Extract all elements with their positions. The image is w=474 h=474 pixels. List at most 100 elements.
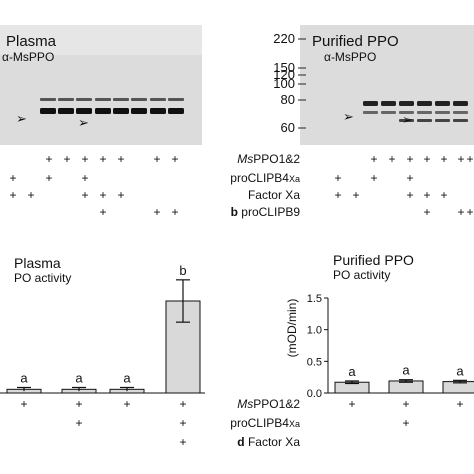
top-left-cell: +	[27, 188, 34, 202]
right-blot-arrow-2: ➢	[402, 112, 413, 127]
top-left-cell: +	[81, 171, 88, 185]
top-right-cell: +	[440, 152, 447, 166]
marker-label: 220	[273, 31, 295, 46]
chart-y-tick-label: 1.0	[307, 325, 322, 337]
top-left-cell: +	[99, 152, 106, 166]
top-condition-table: + + + + + + + + + + + + + + + + + + + + + + + + + + + + + + + + + + + +	[9, 152, 473, 219]
marker-label: 80	[281, 92, 295, 107]
right-blot-band-main	[417, 101, 432, 106]
label-main-part: proCLIPB4	[230, 171, 289, 185]
top-left-cell: +	[81, 188, 88, 202]
top-right-cell: +	[370, 171, 377, 185]
top-left-cell: +	[171, 152, 178, 166]
top-right-cell: +	[457, 205, 464, 219]
label-main-part: Factor Xa	[248, 435, 300, 449]
top-right-cell: +	[406, 188, 413, 202]
right-blot-band-main	[399, 101, 414, 106]
plasma-chart-title: Plasma	[14, 255, 61, 271]
left-blot-band-upper	[150, 98, 166, 101]
left-blot-band-main	[168, 108, 184, 114]
chart-significance-letter: a	[123, 370, 131, 385]
top-left-cell: +	[81, 152, 88, 166]
right-blot-band-cleaved	[399, 119, 414, 122]
purified-chart-title: Purified PPO	[333, 252, 414, 268]
left-blot-band-upper	[76, 98, 92, 101]
top-row-label: proCLIPB4Xa	[230, 171, 300, 185]
top-right-cell: +	[423, 205, 430, 219]
top-row-label: b proCLIPB9	[231, 205, 301, 219]
left-blot-top-shade	[0, 25, 202, 55]
right-blot-band-main	[363, 101, 378, 106]
left-blot-band-upper	[58, 98, 74, 101]
top-left-cell: +	[63, 152, 70, 166]
top-right-cell: +	[334, 171, 341, 185]
top-right-cell: +	[406, 152, 413, 166]
left-blot-band-upper	[95, 98, 111, 101]
label-italic-part: Ms	[237, 152, 253, 166]
left-blot-antibody: α-MsPPO	[2, 50, 54, 64]
right-blot-band-lower	[399, 111, 414, 114]
bottom-condition-table: + + + + + + + + + + +	[20, 397, 463, 449]
bottom-row-labels: MsPPO1&2 proCLIPB4Xa d Factor Xa	[230, 397, 300, 449]
top-right-cell: +	[457, 152, 464, 166]
label-main-part: proCLIPB4	[230, 416, 289, 430]
left-blot-band-main	[40, 108, 56, 114]
panel-letter: b	[231, 205, 242, 219]
top-right-cell: +	[423, 152, 430, 166]
chart-significance-letter: a	[348, 364, 356, 379]
panel-letter: d	[237, 435, 248, 449]
bottom-left-cell: +	[123, 397, 130, 411]
top-left-cell: +	[153, 152, 160, 166]
chart-significance-letter: a	[20, 370, 28, 385]
right-blot-band-cleaved	[417, 119, 432, 122]
label-main-part: PPO1&2	[253, 152, 300, 166]
left-blot-band-upper	[131, 98, 147, 101]
plasma-chart-subtitle: PO activity	[14, 271, 71, 285]
right-blot-band-lower	[435, 111, 450, 114]
left-blot-band-upper	[168, 98, 184, 101]
marker-label: 60	[281, 120, 295, 135]
left-blot-arrow-2: ➢	[78, 115, 89, 130]
marker-label: 150	[273, 60, 295, 75]
top-left-cell: +	[45, 152, 52, 166]
top-left-cell: +	[9, 188, 16, 202]
bottom-right-cell: +	[456, 397, 463, 411]
right-blot-band-cleaved	[453, 119, 468, 122]
top-right-cell: +	[352, 188, 359, 202]
top-right-cell: +	[334, 188, 341, 202]
right-blot-band-lower	[453, 111, 468, 114]
chart-y-tick-label: 1.5	[307, 293, 322, 305]
left-blot-band-main	[113, 108, 129, 114]
right-blot-band-main	[453, 101, 468, 106]
top-right-cell: +	[388, 152, 395, 166]
top-left-cell: +	[117, 188, 124, 202]
purified-chart-subtitle: PO activity	[333, 268, 390, 282]
bottom-row-label: proCLIPB4Xa	[230, 416, 300, 430]
top-left-cell: +	[9, 171, 16, 185]
right-blot-band-main	[381, 101, 396, 106]
left-blot-band-upper	[113, 98, 129, 101]
bottom-row-label: d Factor Xa	[237, 435, 300, 449]
right-blot-band-main	[435, 101, 450, 106]
bottom-left-cell: +	[75, 397, 82, 411]
right-blot-band-lower	[417, 111, 432, 114]
top-right-cell: +	[440, 188, 447, 202]
label-subscript: Xa	[289, 174, 300, 184]
label-main-part: proCLIPB9	[241, 205, 300, 219]
top-left-cell: +	[117, 152, 124, 166]
bottom-right-cell: +	[348, 397, 355, 411]
right-blot-arrow-1: ➢	[343, 109, 354, 124]
label-main-part: PPO1&2	[253, 397, 300, 411]
chart-significance-letter: a	[402, 363, 410, 378]
left-blot-title: Plasma	[6, 33, 57, 50]
purified-chart-ylabel: (mOD/min)	[285, 299, 299, 358]
purified-ppo-po-chart: Purified PPO PO activity (mOD/min) 0.0 0.…	[285, 252, 474, 400]
top-right-cell: +	[423, 188, 430, 202]
bottom-left-cell: +	[179, 416, 186, 430]
left-blot-band-main	[95, 108, 111, 114]
bottom-left-cell: +	[179, 435, 186, 449]
top-right-cell: +	[370, 152, 377, 166]
left-blot-band-main	[150, 108, 166, 114]
label-main-part: Factor Xa	[248, 188, 300, 202]
marker-label: 120	[273, 67, 295, 82]
